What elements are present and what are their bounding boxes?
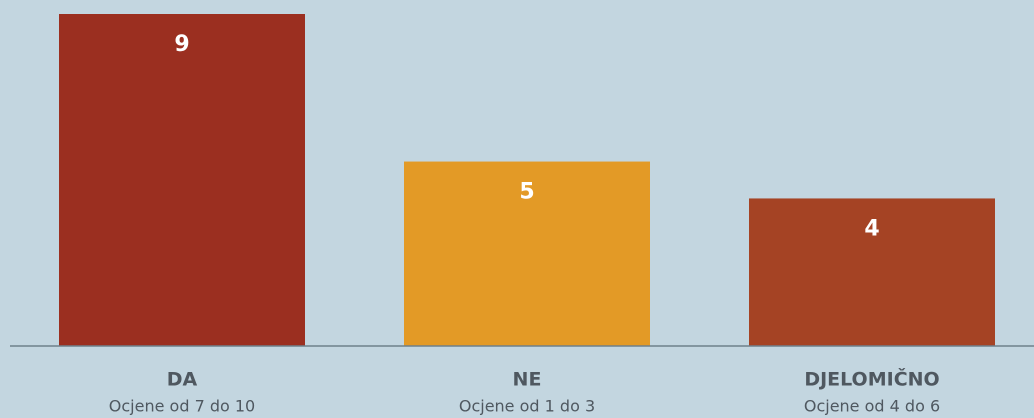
x-tick-label: DA (167, 369, 198, 391)
data-label: 9 (174, 32, 189, 57)
x-tick-label: NE (513, 369, 542, 391)
bar (749, 198, 995, 346)
x-tick-label: DJELOMIČNO (804, 367, 939, 391)
data-label: 4 (864, 216, 879, 241)
x-tick-sublabel: Ocjene od 7 do 10 (109, 397, 255, 416)
bar (59, 14, 305, 346)
x-tick-sublabel: Ocjene od 1 do 3 (459, 397, 595, 416)
data-label: 5 (519, 180, 534, 205)
x-tick-sublabel: Ocjene od 4 do 6 (804, 397, 940, 416)
bar (404, 161, 650, 346)
